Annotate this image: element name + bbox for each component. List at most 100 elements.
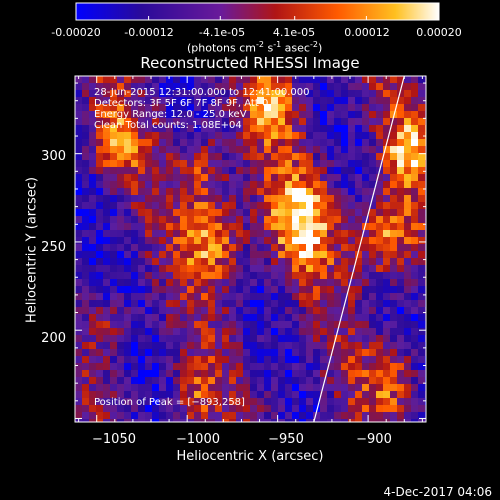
heatmap-cell — [110, 90, 118, 98]
heatmap-cell — [278, 90, 286, 98]
heatmap-cell — [264, 76, 272, 84]
heatmap-cell — [166, 272, 174, 280]
heatmap-cell — [82, 230, 90, 238]
heatmap-cell — [383, 405, 391, 413]
heatmap-cell — [278, 370, 286, 378]
heatmap-cell — [306, 286, 314, 294]
heatmap-cell — [334, 132, 342, 140]
heatmap-cell — [166, 90, 174, 98]
heatmap-cell — [82, 104, 90, 112]
heatmap-cell — [320, 349, 328, 357]
heatmap-cell — [264, 412, 272, 420]
heatmap-cell — [313, 83, 321, 91]
colorbar-tick-label: 4.1e-05 — [272, 26, 316, 39]
heatmap-cell — [313, 216, 321, 224]
heatmap-cell — [383, 293, 391, 301]
heatmap-cell — [138, 356, 146, 364]
heatmap-cell — [327, 412, 335, 420]
heatmap-cell — [138, 377, 146, 385]
heatmap-cell — [285, 384, 293, 392]
heatmap-cell — [397, 286, 405, 294]
heatmap-cell — [131, 391, 139, 399]
heatmap-cell — [173, 419, 181, 422]
heatmap-cell — [236, 391, 244, 399]
heatmap-cell — [89, 104, 97, 112]
heatmap-cell — [208, 216, 216, 224]
heatmap-cell — [369, 328, 377, 336]
heatmap-cell — [404, 146, 412, 154]
heatmap-cell — [166, 398, 174, 406]
heatmap-cell — [96, 181, 104, 189]
heatmap-cell — [257, 209, 265, 217]
heatmap-cell — [201, 167, 209, 175]
heatmap-cell — [75, 237, 83, 245]
heatmap-cell — [166, 76, 174, 84]
heatmap-cell — [376, 272, 384, 280]
heatmap-cell — [404, 174, 412, 182]
heatmap-cell — [103, 363, 111, 371]
heatmap-cell — [250, 181, 258, 189]
heatmap-cell — [243, 216, 251, 224]
heatmap-cell — [131, 377, 139, 385]
heatmap-cell — [82, 167, 90, 175]
heatmap-cell — [159, 216, 167, 224]
heatmap-cell — [159, 237, 167, 245]
heatmap-cell — [404, 412, 412, 420]
heatmap-cell — [355, 202, 363, 210]
heatmap-cell — [348, 237, 356, 245]
heatmap-cell — [187, 356, 195, 364]
heatmap-cell — [299, 370, 307, 378]
heatmap-cell — [306, 265, 314, 273]
heatmap-cell — [369, 90, 377, 98]
heatmap-cell — [404, 307, 412, 315]
heatmap-cell — [285, 335, 293, 343]
heatmap-cell — [201, 349, 209, 357]
heatmap-cell — [110, 146, 118, 154]
heatmap-cell — [145, 146, 153, 154]
heatmap-cell — [292, 167, 300, 175]
heatmap-cell — [145, 118, 153, 126]
heatmap-cell — [411, 286, 419, 294]
heatmap-cell — [327, 405, 335, 413]
heatmap-cell — [250, 125, 258, 133]
heatmap-cell — [341, 307, 349, 315]
heatmap-cell — [369, 118, 377, 126]
heatmap-cell — [397, 314, 405, 322]
heatmap-cell — [222, 132, 230, 140]
heatmap-cell — [117, 76, 125, 84]
heatmap-cell — [383, 419, 391, 422]
heatmap-cell — [124, 272, 132, 280]
heatmap-cell — [411, 314, 419, 322]
heatmap-cell — [285, 104, 293, 112]
heatmap-cell — [152, 314, 160, 322]
heatmap-cell — [327, 146, 335, 154]
heatmap-cell — [117, 405, 125, 413]
heatmap-cell — [320, 314, 328, 322]
heatmap-cell — [292, 76, 300, 84]
heatmap-cell — [264, 314, 272, 322]
heatmap-cell — [243, 370, 251, 378]
heatmap-cell — [257, 202, 265, 210]
heatmap-cell — [320, 230, 328, 238]
heatmap-cell — [89, 349, 97, 357]
heatmap-cell — [229, 223, 237, 231]
heatmap-cell — [376, 230, 384, 238]
heatmap-cell — [278, 384, 286, 392]
heatmap-cell — [383, 160, 391, 168]
heatmap-cell — [145, 230, 153, 238]
heatmap-cell — [194, 405, 202, 413]
heatmap-cell — [145, 363, 153, 371]
heatmap-cell — [208, 321, 216, 329]
heatmap-cell — [418, 167, 426, 175]
heatmap-cell — [383, 125, 391, 133]
heatmap-cell — [229, 209, 237, 217]
heatmap-cell — [348, 363, 356, 371]
heatmap-cell — [222, 370, 230, 378]
heatmap-cell — [215, 272, 223, 280]
heatmap-cell — [278, 405, 286, 413]
heatmap-cell — [152, 244, 160, 252]
heatmap-cell — [257, 377, 265, 385]
heatmap-cell — [208, 384, 216, 392]
heatmap-cell — [285, 111, 293, 119]
heatmap-cell — [376, 398, 384, 406]
